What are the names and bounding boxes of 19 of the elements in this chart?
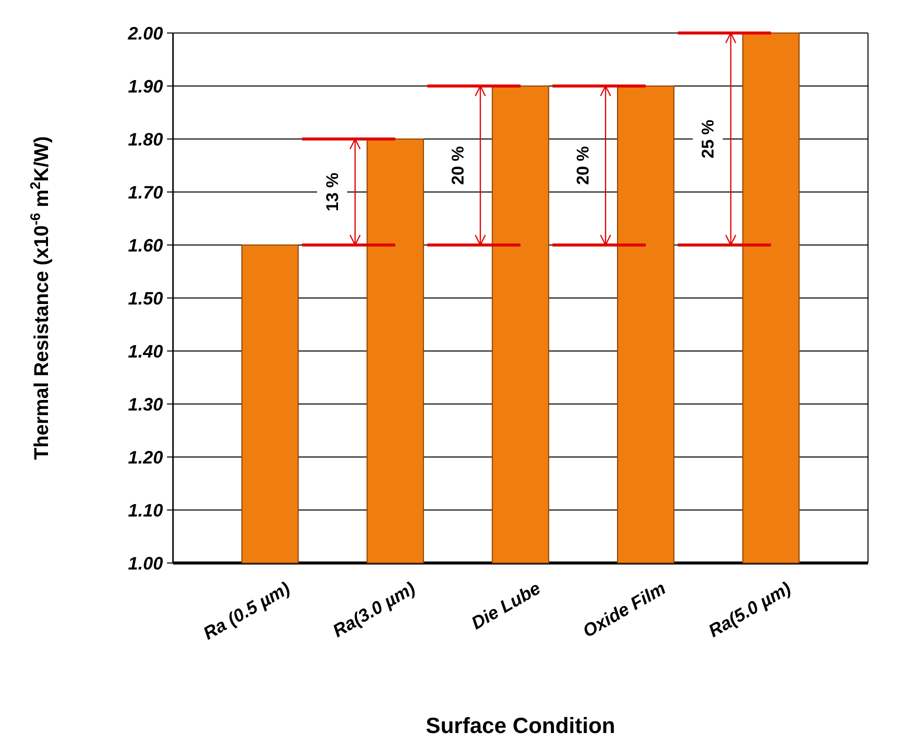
annotation: 13 %: [323, 172, 342, 212]
y-tick-label: 2.00: [126, 23, 163, 44]
y-tick-label: 1.00: [128, 553, 163, 574]
x-axis-title: Surface Condition: [426, 713, 616, 738]
x-tick-label: Oxide Film: [579, 578, 670, 642]
annotation: 20 %: [574, 146, 592, 185]
y-tick-label: 1.20: [128, 447, 163, 468]
annotation: 20 %: [448, 146, 468, 185]
y-tick-label: 1.70: [128, 182, 163, 202]
y-tick-label: 1.30: [128, 394, 163, 414]
y-tick-label: 1.90: [128, 76, 163, 96]
y-tick-label: 1.40: [128, 341, 163, 362]
x-tick-label: Die Lube: [468, 578, 544, 634]
y-tick-label: 1.50: [128, 288, 163, 308]
y-tick-label: 1.80: [128, 129, 163, 150]
y-tick-label: 1.60: [128, 235, 163, 256]
y-tick-label: 1.10: [128, 500, 163, 520]
x-tick-label: Ra (0.5 µm): [200, 578, 294, 644]
annotation: 25 %: [698, 120, 718, 158]
